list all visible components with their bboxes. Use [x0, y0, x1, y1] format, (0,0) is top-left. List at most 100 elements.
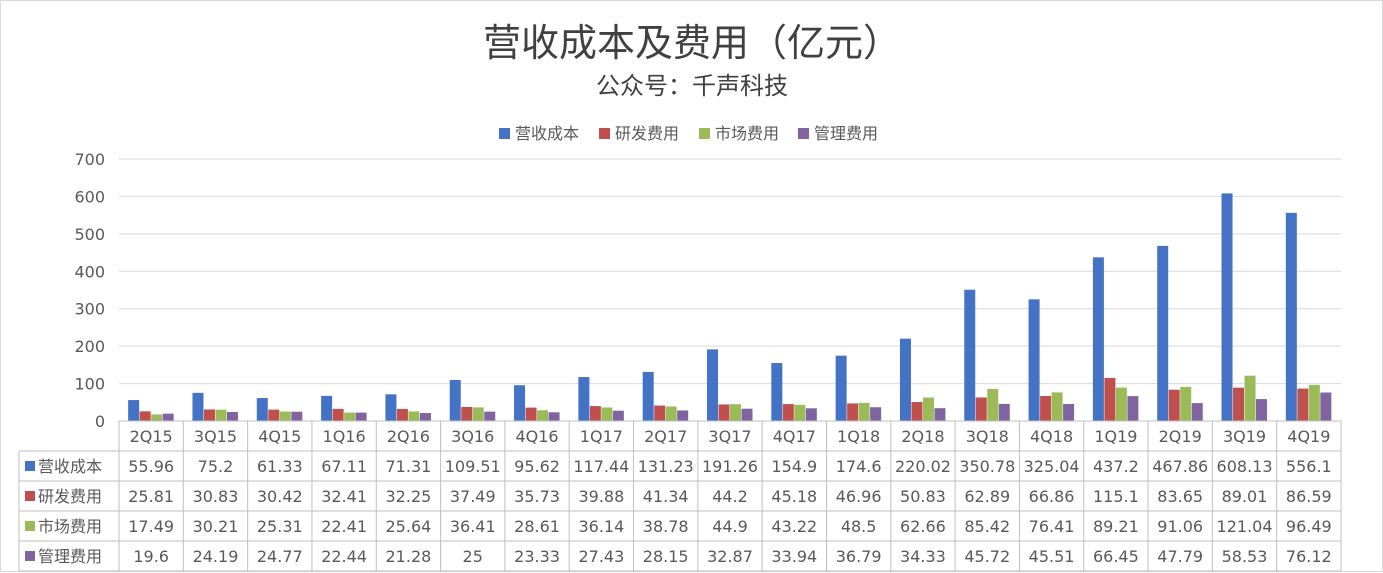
- legend-swatch: [499, 128, 510, 139]
- bar: [226, 411, 238, 421]
- bar: [934, 408, 946, 421]
- table-cell-value: 44.2: [712, 487, 748, 506]
- x-tick-label: 4Q17: [773, 427, 816, 446]
- x-tick-label: 3Q19: [1223, 427, 1266, 446]
- bar: [835, 355, 847, 421]
- legend-label: 市场费用: [715, 124, 779, 143]
- x-tick-label: 1Q16: [323, 427, 366, 446]
- table-cell-value: 76.12: [1286, 547, 1332, 566]
- table-cell-value: 44.9: [712, 517, 748, 536]
- y-tick-label: 0: [95, 412, 105, 431]
- y-tick-label: 500: [74, 225, 105, 244]
- bar: [654, 405, 666, 421]
- table-cell-value: 38.78: [643, 517, 689, 536]
- table-cell-value: 61.33: [257, 457, 303, 476]
- table-cell-value: 28.15: [643, 547, 689, 566]
- bar: [151, 414, 163, 421]
- x-tick-label: 3Q16: [451, 427, 494, 446]
- bar: [203, 409, 215, 421]
- table-cell-value: 36.41: [450, 517, 496, 536]
- bar: [578, 377, 590, 421]
- bar: [396, 408, 408, 421]
- table-cell-value: 71.31: [386, 457, 432, 476]
- bar: [1297, 388, 1309, 421]
- table-cell-value: 33.94: [771, 547, 817, 566]
- table-cell-value: 174.6: [836, 457, 882, 476]
- data-table: 2Q15 3Q15 4Q15 1Q16 2Q16 3Q16 4Q16 1Q17 2Q17 3Q17…: [18, 420, 1342, 572]
- table-cell-value: 86.59: [1286, 487, 1332, 506]
- bar: [707, 349, 718, 421]
- x-tick-label: 2Q18: [901, 427, 944, 446]
- bar: [355, 412, 367, 421]
- legend: 营收成本 研发费用 市场费用 管理费用: [499, 124, 878, 143]
- bar: [677, 410, 689, 421]
- x-tick-label: 4Q15: [258, 427, 301, 446]
- chart-subtitle: 公众号：千声科技: [596, 72, 788, 100]
- table-cell-value: 30.21: [193, 517, 239, 536]
- bar: [805, 408, 817, 421]
- table-series-name: 管理费用: [38, 547, 102, 566]
- bar: [1157, 245, 1169, 421]
- table-series-swatch: [25, 521, 35, 531]
- x-tick-label: 3Q17: [708, 427, 751, 446]
- table-cell-value: 75.2: [198, 457, 234, 476]
- table-cell-value: 96.49: [1286, 517, 1332, 536]
- bar: [408, 411, 420, 421]
- table-cell-value: 30.42: [257, 487, 303, 506]
- table-cell-value: 220.02: [895, 457, 951, 476]
- legend-label: 研发费用: [615, 124, 679, 143]
- x-tick-label: 1Q19: [1094, 427, 1137, 446]
- x-tick-label: 1Q17: [580, 427, 623, 446]
- x-tick-label: 3Q18: [966, 427, 1009, 446]
- table-cell-value: 55.96: [128, 457, 174, 476]
- table-cell-value: 45.51: [1029, 547, 1075, 566]
- bar: [472, 407, 484, 421]
- table-cell-value: 22.41: [321, 517, 367, 536]
- y-tick-label: 600: [74, 187, 105, 206]
- bar: [1092, 257, 1104, 421]
- table-cell-value: 437.2: [1093, 457, 1139, 476]
- bar: [291, 411, 303, 421]
- bar: [1104, 377, 1116, 421]
- bar: [321, 395, 333, 421]
- bar: [256, 398, 268, 421]
- table-series-swatch: [25, 551, 35, 561]
- table-cell-value: 115.1: [1093, 487, 1139, 506]
- x-tick-label: 4Q18: [1030, 427, 1073, 446]
- bar: [525, 407, 537, 421]
- table-cell-value: 117.44: [573, 457, 629, 476]
- bar: [589, 406, 601, 421]
- bar: [1233, 387, 1245, 421]
- legend-swatch: [599, 128, 610, 139]
- gridlines: [119, 158, 1341, 422]
- table-cell-value: 28.61: [514, 517, 560, 536]
- x-tick-label: 2Q17: [644, 427, 687, 446]
- bar: [998, 403, 1010, 421]
- bar: [1221, 193, 1233, 421]
- table-cell-value: 43.22: [771, 517, 817, 536]
- bar: [548, 412, 560, 421]
- table-cell-value: 19.6: [133, 547, 169, 566]
- legend-label: 管理费用: [814, 124, 878, 143]
- bar: [1028, 299, 1040, 421]
- bar: [215, 409, 227, 421]
- bar: [1285, 212, 1297, 421]
- table-cell-value: 17.49: [128, 517, 174, 536]
- table-cell-value: 91.06: [1157, 517, 1203, 536]
- table-cell-value: 21.28: [386, 547, 432, 566]
- bar: [1115, 387, 1127, 421]
- bar: [1191, 403, 1203, 421]
- x-tick-label: 4Q19: [1287, 427, 1330, 446]
- table-cell-value: 32.87: [707, 547, 753, 566]
- x-tick-label: 2Q15: [130, 427, 173, 446]
- bar: [162, 413, 174, 421]
- x-tick-label: 3Q15: [194, 427, 237, 446]
- x-tick-label: 4Q16: [515, 427, 558, 446]
- bar: [771, 363, 783, 421]
- table-cell-value: 25.81: [128, 487, 174, 506]
- bar: [847, 403, 859, 421]
- bar: [1063, 403, 1075, 421]
- bar: [268, 409, 280, 421]
